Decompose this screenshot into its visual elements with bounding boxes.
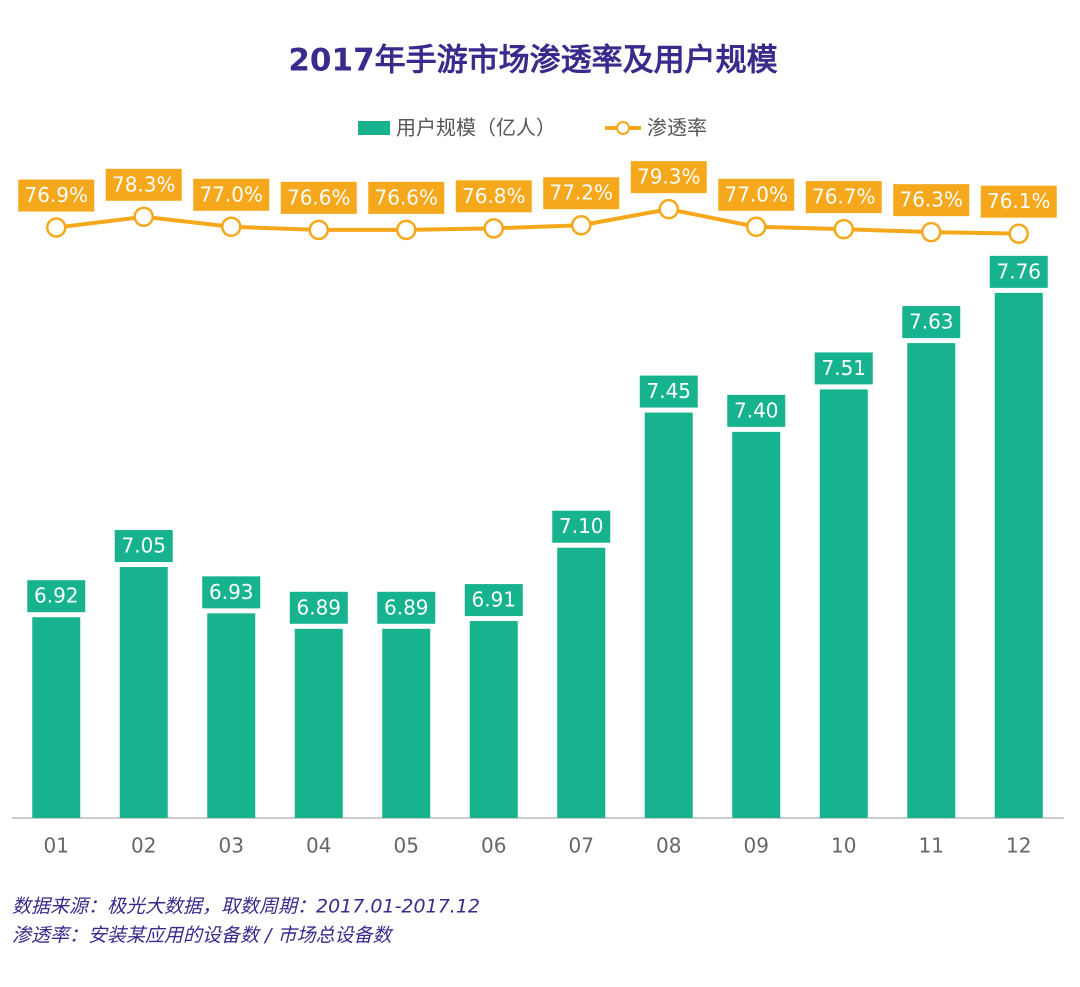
definition-note: 渗透率：安装某应用的设备数 / 市场总设备数	[12, 925, 394, 947]
x-tick-label: 12	[1006, 834, 1031, 858]
line-point	[921, 221, 942, 243]
value-label: 77.0%	[199, 182, 263, 206]
x-tick-label: 10	[831, 834, 856, 858]
value-label-box	[464, 584, 523, 617]
line-point	[658, 198, 679, 220]
value-label: 7.10	[559, 514, 604, 538]
bar	[207, 613, 256, 818]
x-tick-label: 04	[306, 834, 331, 858]
x-tick-label: 06	[481, 834, 506, 858]
value-label-box	[193, 178, 270, 211]
value-label-box	[727, 394, 786, 427]
x-tick-label: 01	[44, 834, 69, 858]
value-label-box	[552, 510, 611, 543]
value-label-box	[18, 179, 95, 212]
value-label: 76.8%	[462, 184, 526, 208]
bar	[32, 617, 81, 818]
value-label-box	[368, 181, 445, 214]
bar	[907, 343, 956, 818]
value-label: 7.76	[996, 259, 1041, 283]
value-label-box	[202, 576, 261, 609]
x-tick-label: 11	[919, 834, 944, 858]
line-point	[46, 217, 67, 238]
value-label: 78.3%	[112, 172, 176, 196]
value-label: 7.51	[821, 356, 866, 380]
value-label-box	[455, 180, 532, 213]
bar	[119, 567, 168, 818]
bar	[382, 628, 431, 818]
legend-label: 用户规模（亿人）	[396, 116, 556, 140]
value-label: 76.1%	[987, 189, 1051, 213]
value-label-box	[27, 580, 86, 613]
value-label: 76.9%	[24, 183, 88, 207]
line-point	[308, 219, 329, 241]
value-label: 7.63	[909, 310, 954, 334]
value-label-box	[718, 178, 795, 211]
value-label: 77.2%	[549, 181, 613, 205]
value-label-box	[980, 185, 1057, 218]
chart-title: 2017年手游市场渗透率及用户规模	[288, 43, 777, 79]
line-point	[133, 206, 154, 228]
legend-swatch	[616, 121, 630, 135]
value-label: 6.89	[296, 595, 341, 619]
value-label-box	[377, 591, 436, 624]
value-label: 6.91	[471, 588, 516, 612]
value-label: 6.92	[34, 584, 79, 608]
value-label-box	[543, 177, 620, 210]
value-label: 76.3%	[899, 188, 963, 212]
x-tick-label: 03	[219, 834, 244, 858]
value-label-box	[814, 352, 873, 385]
line	[56, 207, 1019, 236]
bar	[294, 628, 343, 818]
value-label-box	[902, 306, 961, 339]
x-tick-label: 08	[656, 834, 681, 858]
line-point	[571, 214, 592, 236]
bar	[732, 431, 781, 818]
x-tick-label: 02	[131, 834, 156, 858]
value-label-box	[280, 181, 357, 214]
value-label: 76.6%	[374, 185, 438, 209]
value-label-box	[114, 530, 173, 563]
line-point	[396, 219, 417, 241]
source-note: 数据来源：极光大数据，取数周期：2017.01-2017.12	[12, 896, 480, 918]
value-label: 6.89	[384, 595, 429, 619]
value-label-box	[805, 181, 882, 214]
line-point	[483, 218, 504, 239]
bar	[469, 621, 518, 818]
x-tick-label: 05	[394, 834, 419, 858]
line-point	[833, 218, 854, 240]
bar	[644, 412, 693, 818]
legend-label: 渗透率	[647, 116, 707, 140]
line-point	[221, 216, 242, 238]
bar	[994, 292, 1043, 818]
value-label-box	[639, 375, 698, 408]
line-point	[746, 216, 767, 238]
legend-swatch	[358, 121, 390, 135]
line-point	[1008, 223, 1029, 244]
value-label-box	[630, 161, 707, 194]
bar	[819, 389, 868, 818]
value-label: 7.05	[121, 534, 166, 558]
value-label: 6.93	[209, 580, 254, 604]
value-label-box	[289, 591, 348, 624]
value-label: 77.0%	[724, 182, 788, 206]
value-label-box	[989, 255, 1048, 288]
value-label: 7.45	[646, 379, 691, 403]
x-tick-label: 09	[744, 834, 769, 858]
value-label: 76.6%	[287, 185, 351, 209]
value-label-box	[893, 184, 970, 217]
value-label: 76.7%	[812, 185, 876, 209]
x-tick-label: 07	[569, 834, 594, 858]
value-label-box	[105, 168, 182, 201]
bar	[557, 547, 606, 818]
value-label: 7.40	[734, 398, 779, 422]
value-label: 79.3%	[637, 165, 701, 189]
